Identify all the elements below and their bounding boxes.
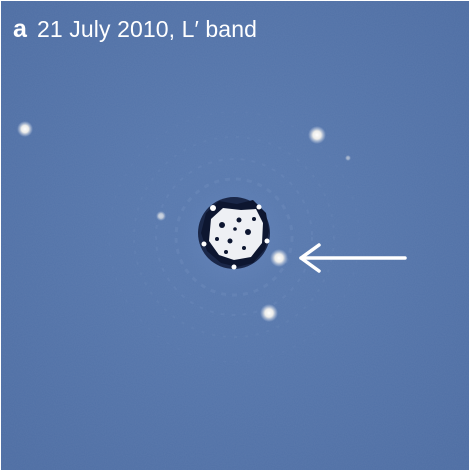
- source-faint-left: [156, 211, 166, 221]
- source-upper-right: [308, 126, 326, 144]
- source-lower: [260, 304, 278, 322]
- companion-source: [270, 249, 288, 267]
- source-faint-right: [345, 155, 351, 161]
- caption-text: 21 July 2010, L′ band: [37, 16, 257, 42]
- source-left: [17, 121, 33, 137]
- figure-caption: a 21 July 2010, L′ band: [13, 15, 257, 43]
- panel-letter: a: [13, 15, 27, 43]
- central-star-residual: [198, 197, 270, 270]
